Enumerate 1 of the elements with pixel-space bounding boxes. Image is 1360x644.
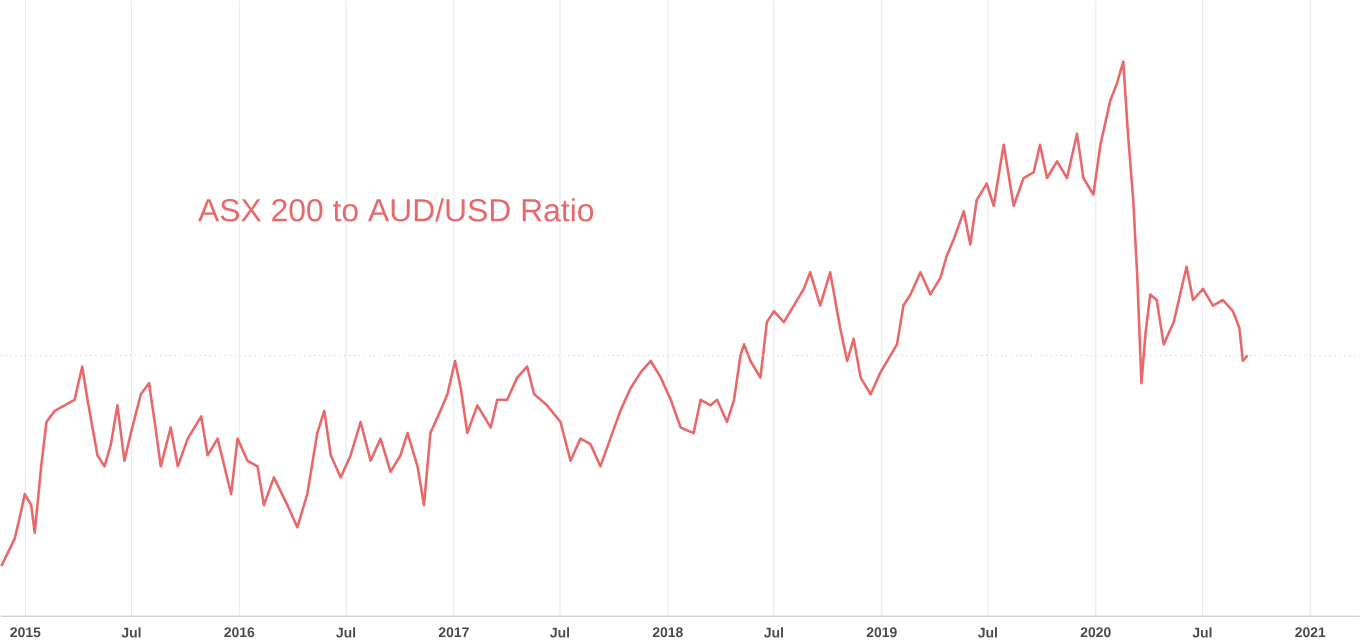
text: ASX 200 to AUD/USD Ratio [198, 198, 594, 222]
